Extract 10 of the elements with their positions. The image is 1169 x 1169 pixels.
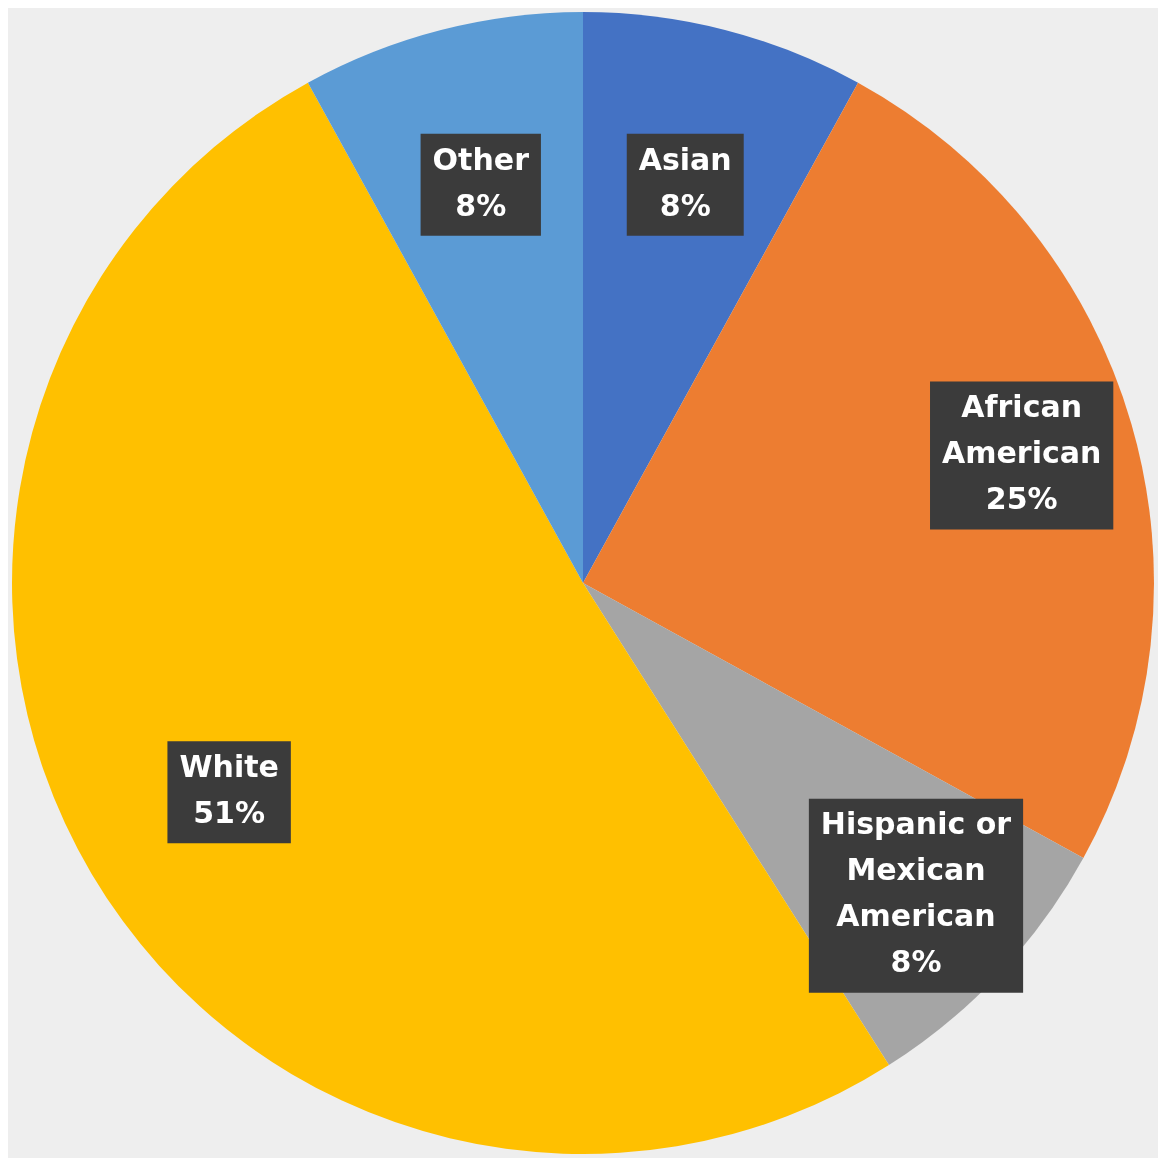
slice-label: Other <box>432 141 530 177</box>
data-label: 25% <box>985 481 1058 517</box>
slice-label: Asian <box>638 141 732 177</box>
data-label: 8% <box>659 187 711 223</box>
slice-label: White <box>179 749 279 785</box>
slice-label: African American <box>942 389 1102 471</box>
data-label: 8% <box>890 944 942 980</box>
data-label: 51% <box>193 795 266 831</box>
data-label: 8% <box>455 187 507 223</box>
slice-label: Hispanic or Mexican American <box>820 806 1012 934</box>
